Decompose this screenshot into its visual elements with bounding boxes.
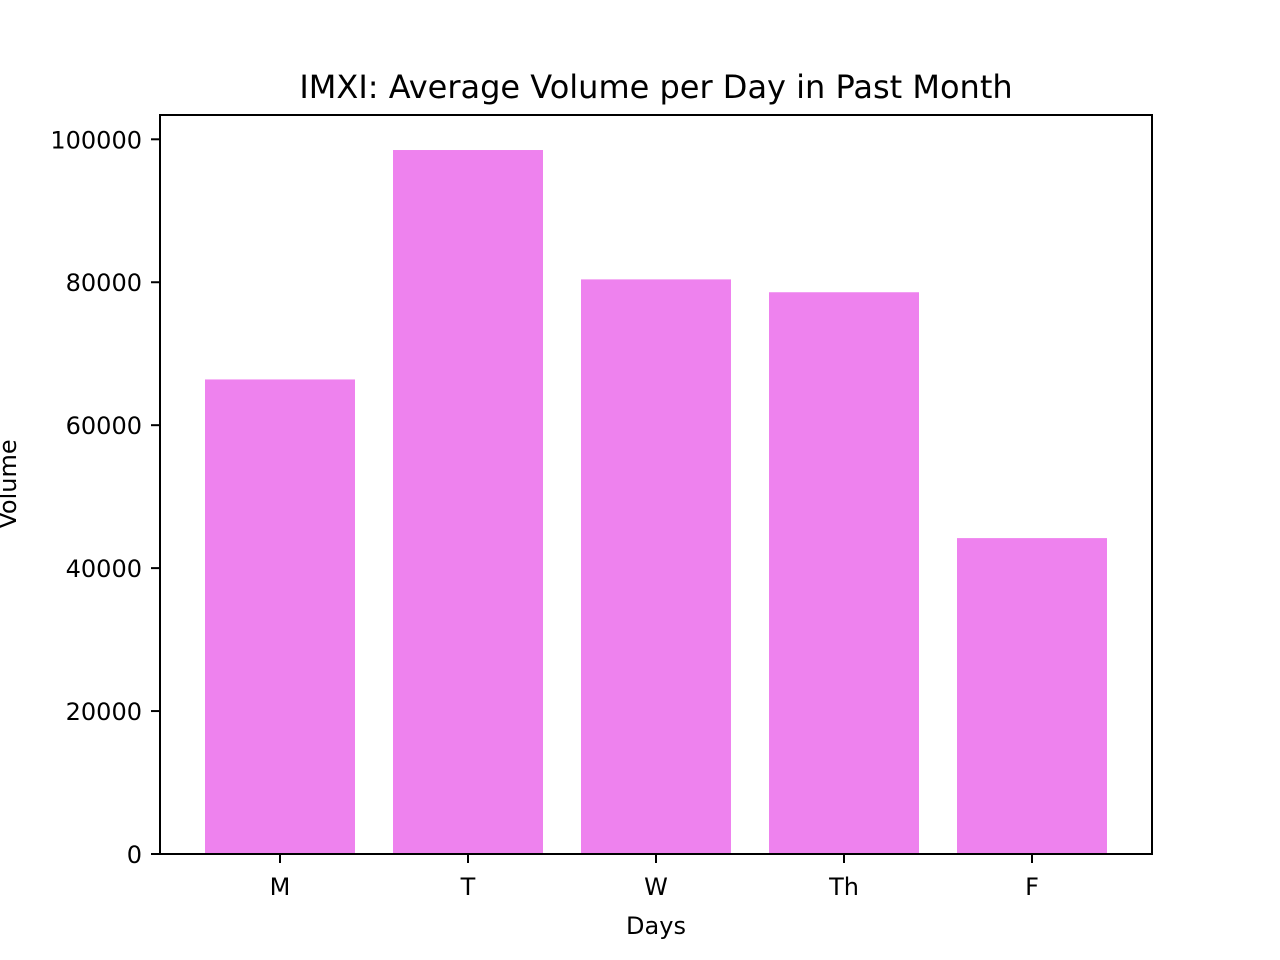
bar-t [393, 150, 543, 854]
x-tick-label: Th [828, 873, 859, 901]
x-tick-label: T [460, 873, 476, 901]
x-tick-label: W [644, 873, 668, 901]
bar-w [581, 279, 731, 854]
y-tick-label: 60000 [66, 412, 142, 440]
bar-f [957, 538, 1107, 854]
y-axis: 0 20000 40000 60000 80000 100000 [50, 126, 160, 869]
y-tick-label: 100000 [50, 126, 142, 154]
y-axis-label: Volume [0, 439, 22, 528]
y-tick-label: 80000 [66, 269, 142, 297]
chart-title: IMXI: Average Volume per Day in Past Mon… [299, 68, 1012, 106]
x-axis-label: Days [626, 912, 686, 940]
bar-th [769, 292, 919, 855]
x-tick-label: F [1025, 873, 1039, 901]
x-axis: M T W Th F [270, 854, 1039, 901]
y-tick-label: 0 [127, 841, 142, 869]
bar-m [205, 379, 355, 854]
plot-frame [159, 114, 1153, 855]
x-tick-label: M [270, 873, 291, 901]
y-tick-label: 20000 [66, 698, 142, 726]
bars-layer [205, 150, 1107, 855]
y-tick-label: 40000 [66, 555, 142, 583]
